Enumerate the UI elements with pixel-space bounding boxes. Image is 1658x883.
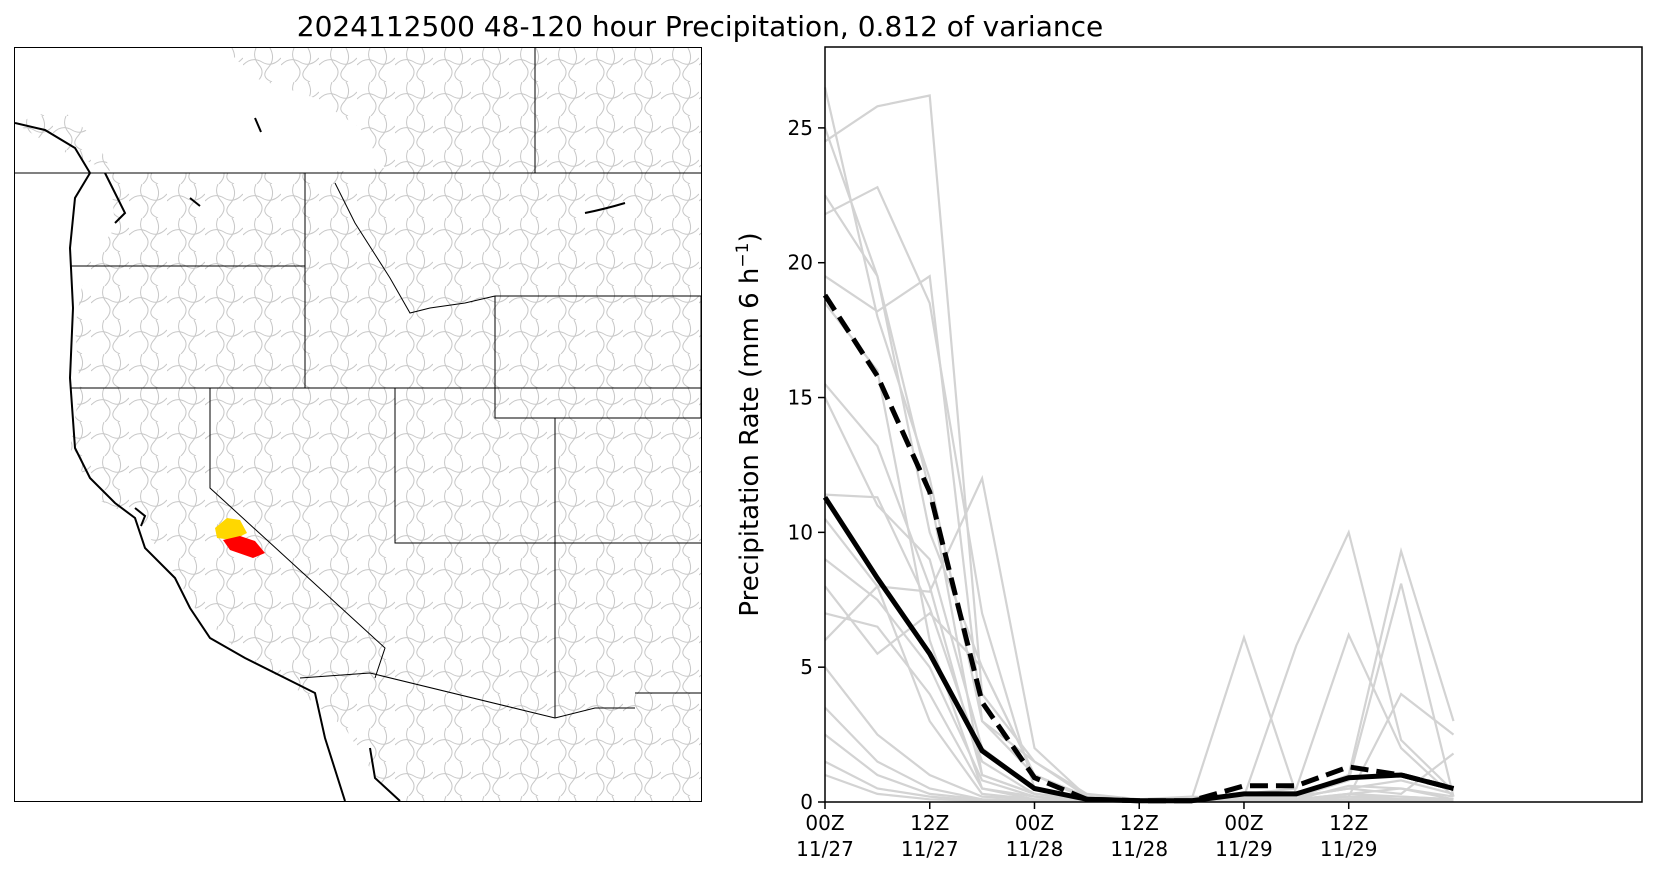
mean-line bbox=[822, 495, 1455, 804]
summary-lines bbox=[822, 293, 1455, 804]
y-tick-label: 15 bbox=[788, 386, 813, 410]
chart-axes: 051015202500Z11/2712Z11/2700Z11/2812Z11/… bbox=[788, 116, 1378, 861]
x-tick-label-date: 11/27 bbox=[901, 837, 959, 861]
x-tick-label-date: 11/28 bbox=[1006, 837, 1064, 861]
x-tick-label-time: 12Z bbox=[910, 811, 949, 835]
y-tick-label: 5 bbox=[800, 655, 813, 679]
ensemble-line bbox=[824, 194, 1455, 802]
x-tick-label-time: 12Z bbox=[1329, 811, 1368, 835]
y-tick-label: 25 bbox=[788, 116, 813, 140]
ensemble-line bbox=[824, 274, 1455, 801]
coastline bbox=[15, 117, 626, 801]
ensemble-lines bbox=[823, 87, 1455, 802]
watershed-boundaries bbox=[15, 48, 701, 801]
page-title: 2024112500 48-120 hour Precipitation, 0.… bbox=[296, 10, 1104, 43]
highlighted-basins bbox=[215, 518, 265, 558]
y-axis-label: Precipitation Rate (mm 6 h−1) bbox=[733, 232, 765, 616]
x-tick-label-time: 12Z bbox=[1120, 811, 1159, 835]
ensemble-line bbox=[824, 185, 1455, 802]
x-tick-label-time: 00Z bbox=[805, 811, 844, 835]
x-tick-label-time: 00Z bbox=[1015, 811, 1054, 835]
ensemble-line bbox=[824, 493, 1454, 802]
y-tick-label: 10 bbox=[788, 520, 813, 544]
plot-frame bbox=[824, 46, 1643, 803]
x-tick-label-time: 00Z bbox=[1224, 811, 1263, 835]
basin-yellow bbox=[215, 518, 247, 540]
x-tick-label-date: 11/29 bbox=[1215, 837, 1273, 861]
western-us-map bbox=[15, 48, 701, 801]
x-tick-label-date: 11/29 bbox=[1320, 837, 1378, 861]
state-borders bbox=[15, 48, 701, 719]
basin-red bbox=[223, 536, 265, 558]
y-tick-label: 0 bbox=[800, 790, 813, 814]
dashed-line bbox=[822, 293, 1455, 804]
map-panel bbox=[14, 47, 702, 802]
x-tick-label-date: 11/28 bbox=[1110, 837, 1168, 861]
y-tick-label: 20 bbox=[788, 251, 813, 275]
x-tick-label-date: 11/27 bbox=[796, 837, 854, 861]
